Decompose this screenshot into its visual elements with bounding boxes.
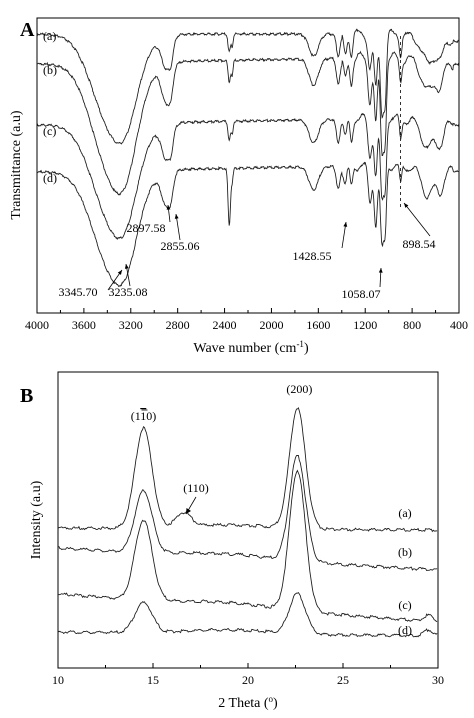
series-label: (c) <box>398 598 411 612</box>
panel-label-a: A <box>20 19 35 41</box>
series-group-b: (a) (b) (c) (d) <box>57 407 438 638</box>
peak-annotation: 3345.70 <box>59 285 98 299</box>
plot-frame-b <box>57 371 439 669</box>
peak-annotation: 2897.58 <box>127 221 166 235</box>
x-axis-label-b: 2 Theta (o) <box>218 694 278 711</box>
ftir-series-line <box>36 50 460 196</box>
series-group-a: (a) (b) (c) (d) <box>36 28 460 288</box>
series-label: (c) <box>43 124 56 138</box>
x-tick-label: 4000 <box>25 318 49 332</box>
annotation-arrow <box>403 202 431 237</box>
peak-label: (110) <box>131 409 157 423</box>
x-axis-label-a: Wave number (cm-1) <box>193 339 309 356</box>
x-tick-label: 400 <box>450 318 468 332</box>
x-tick-label: 2400 <box>213 318 237 332</box>
x-tick-label: 1600 <box>306 318 330 332</box>
ftir-series-line <box>36 112 460 240</box>
x-tick-label: 2000 <box>259 318 283 332</box>
series-label: (b) <box>398 545 412 559</box>
series-label: (d) <box>398 623 412 637</box>
y-axis-label-b: Intensity (a.u) <box>29 480 44 559</box>
peak-label: (200) <box>286 382 312 396</box>
y-axis-label-a: Transmittance (a.u) <box>9 110 24 219</box>
ftir-series-line <box>36 161 460 288</box>
x-tick-label: 2800 <box>166 318 190 332</box>
xrd-series-line <box>57 469 438 623</box>
arrow-head <box>166 205 171 210</box>
series-label: (a) <box>398 506 411 520</box>
x-tick-label: 15 <box>147 673 159 687</box>
panel-b: B 10 15 20 25 30 (a) (b) (c) (d) (110) (110) (200… <box>20 371 444 711</box>
x-tick-label: 3600 <box>72 318 96 332</box>
peak-label: (110) <box>183 481 209 495</box>
arrow-head <box>174 214 179 219</box>
annotations-a: 3345.70 3235.08 2897.58 2855.06 1428.55 1058.… <box>59 202 436 301</box>
peak-annotation: 1428.55 <box>293 249 332 263</box>
series-label: (d) <box>43 171 57 185</box>
panel-label-b: B <box>20 385 33 407</box>
annotations-b: (110) (110) (200) <box>131 382 312 515</box>
x-tick-label: 10 <box>52 673 64 687</box>
xrd-series-line <box>57 591 438 638</box>
arrow-head <box>404 203 409 208</box>
peak-annotation: 3235.08 <box>109 285 148 299</box>
x-tick-label: 30 <box>432 673 444 687</box>
xrd-series-line <box>57 407 438 533</box>
arrow-head <box>124 264 129 269</box>
panel-a: A 4000 3600 3200 2800 2400 2000 1600 1200 800 400… <box>9 17 468 356</box>
xrd-series-line <box>57 455 438 572</box>
x-ticks-b: 10 15 20 25 30 <box>52 663 444 687</box>
x-tick-label: 1200 <box>353 318 377 332</box>
x-tick-label: 20 <box>242 673 254 687</box>
x-tick-label: 25 <box>337 673 349 687</box>
peak-annotation: 898.54 <box>403 237 436 251</box>
arrow-head <box>343 222 348 227</box>
x-tick-label: 3200 <box>119 318 143 332</box>
series-label: (a) <box>43 29 56 43</box>
arrow-head <box>117 270 122 275</box>
arrow-head <box>378 268 383 273</box>
peak-annotation: 1058.07 <box>342 287 381 301</box>
arrow-head <box>186 508 191 514</box>
x-ticks-a: 4000 3600 3200 2800 2400 2000 1600 1200 800 400 <box>25 308 468 332</box>
peak-annotation: 2855.06 <box>161 239 200 253</box>
x-tick-label: 800 <box>403 318 421 332</box>
ftir-series-line <box>36 28 460 145</box>
series-label: (b) <box>43 63 57 77</box>
